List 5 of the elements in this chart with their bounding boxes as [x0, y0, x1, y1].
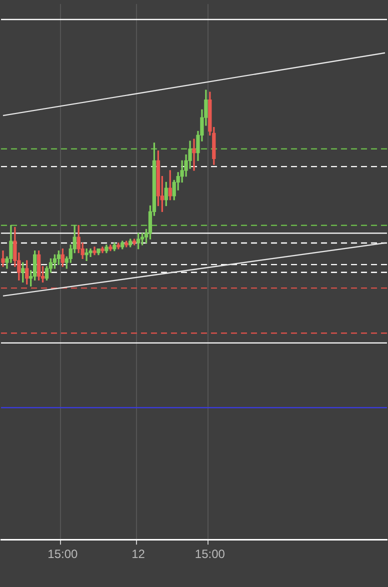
x-tick-label: 12	[132, 547, 146, 562]
x-tick-label: 15:00	[194, 547, 226, 562]
candlestick	[192, 138, 196, 171]
candlestick	[84, 248, 88, 261]
x-tick-label: 15:00	[48, 547, 78, 562]
